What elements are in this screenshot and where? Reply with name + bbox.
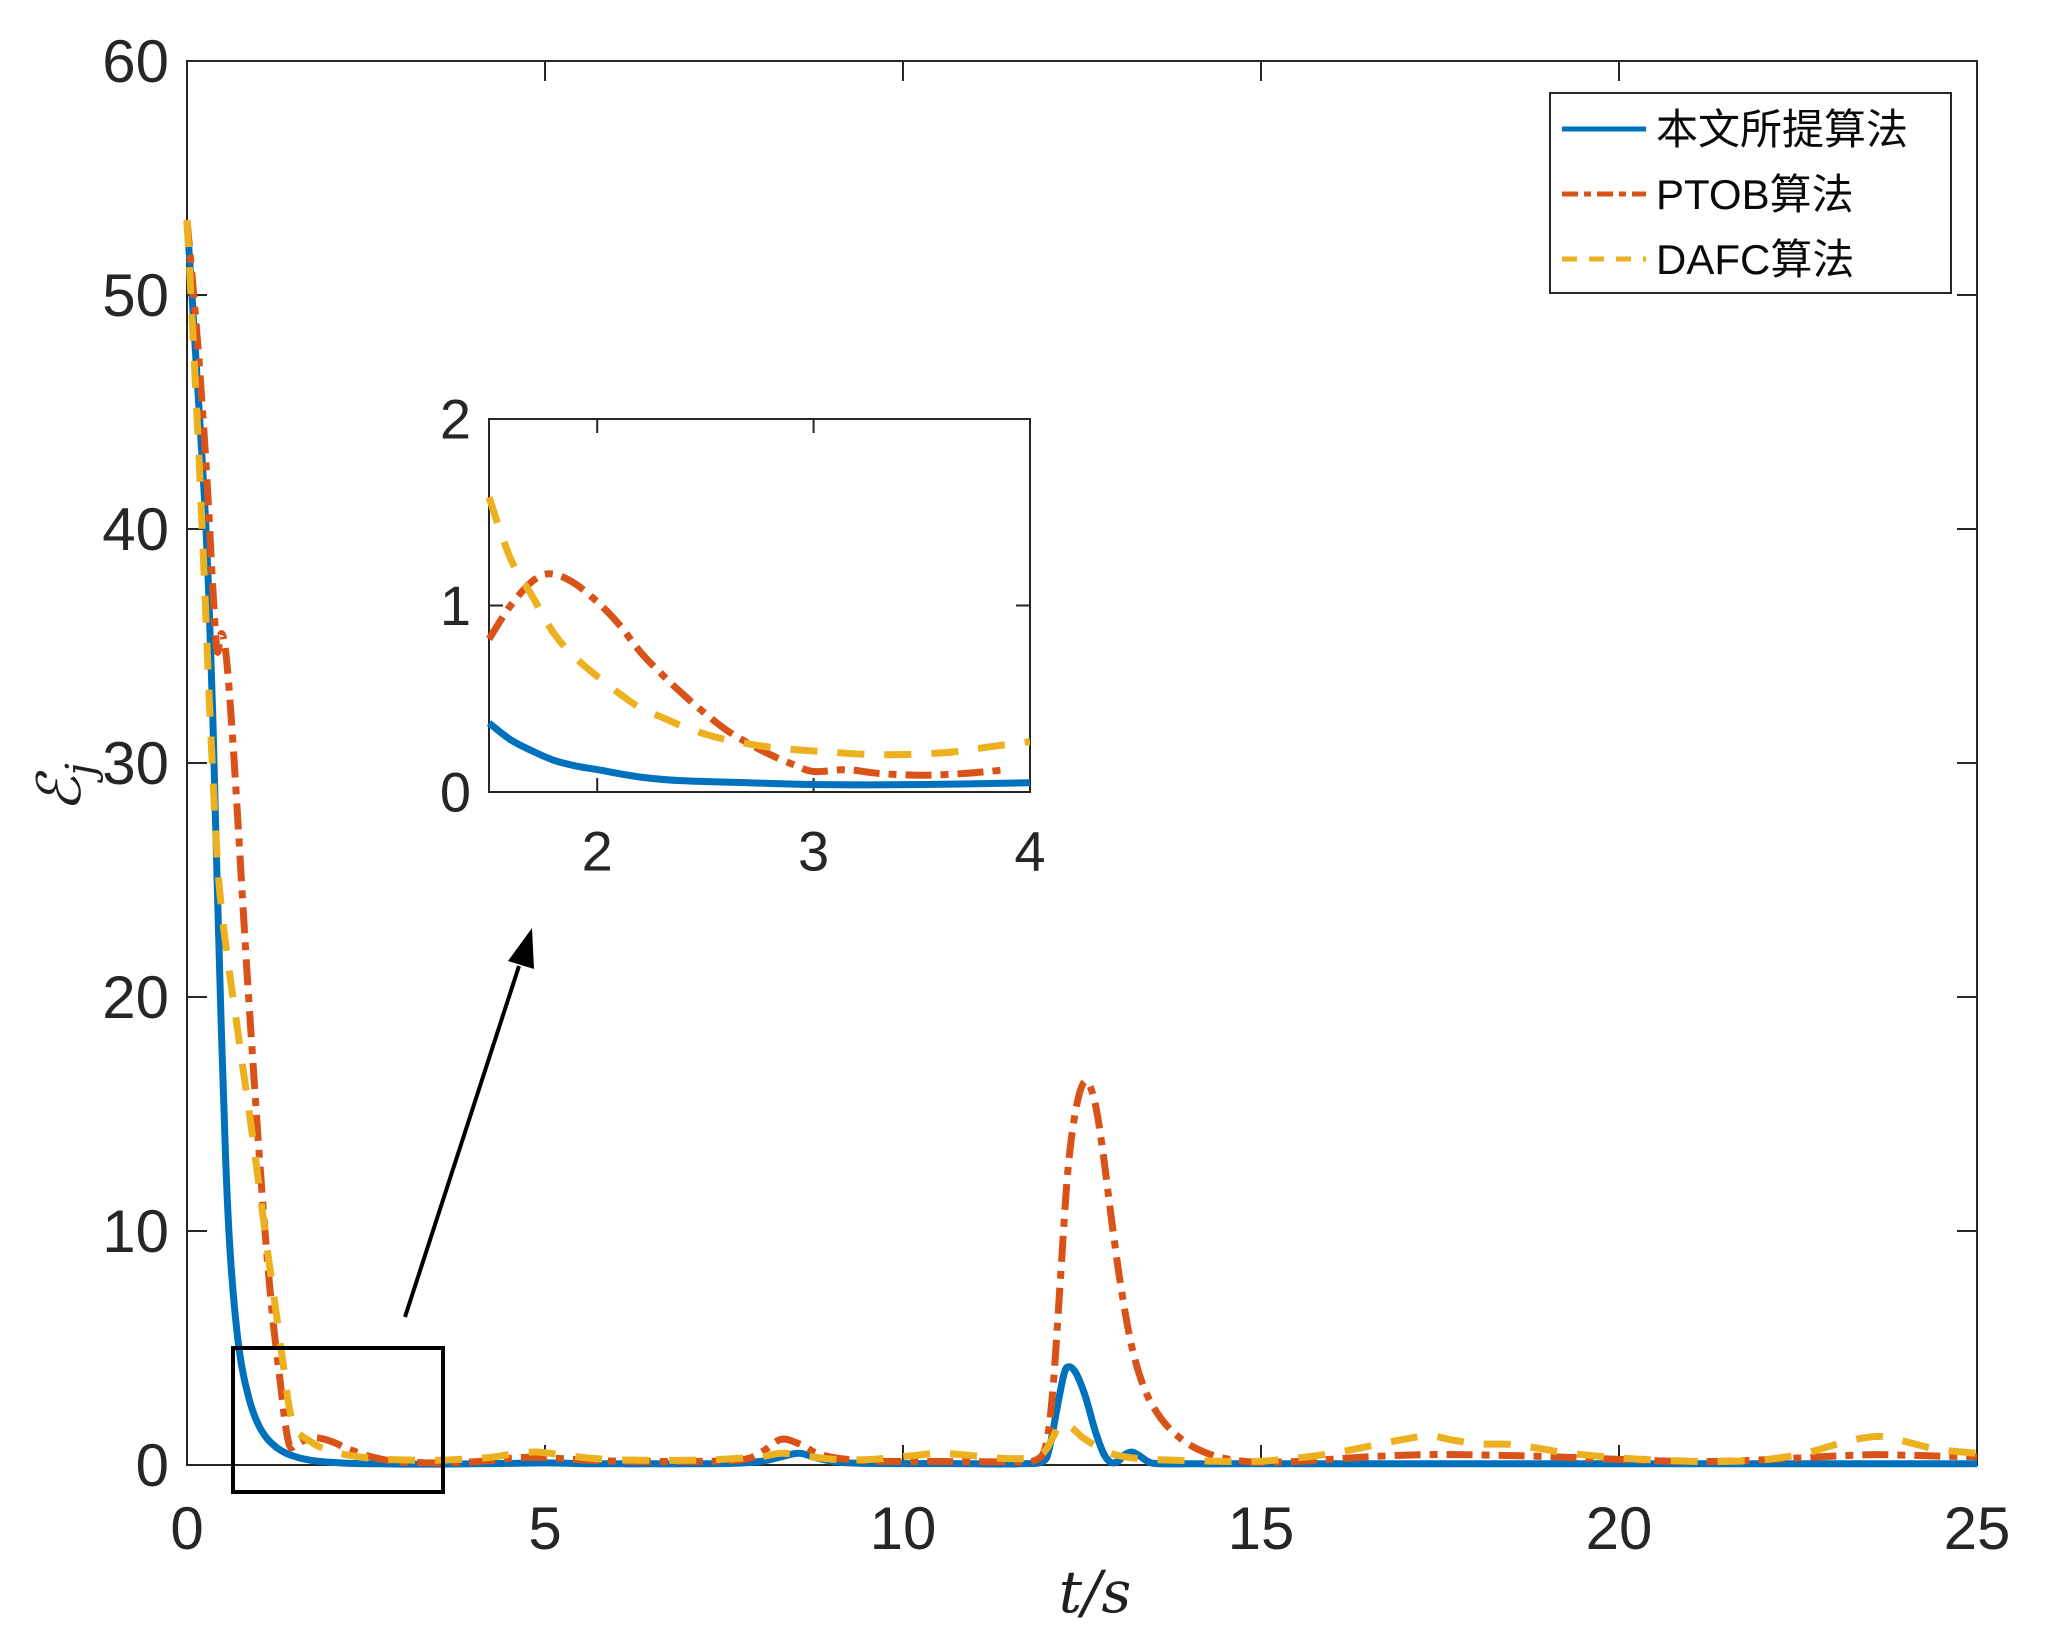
x-tick-label: 0 — [170, 1495, 203, 1562]
series-2-curve — [485, 496, 1031, 759]
x-tick-label: 5 — [528, 1495, 561, 1562]
zoom-arrow-head-icon — [508, 928, 534, 969]
y-tick-label: 10 — [102, 1198, 169, 1265]
series-1-curve — [183, 219, 1978, 1467]
series-0-curve — [183, 219, 1977, 1468]
x-tick-label: 15 — [1228, 1495, 1295, 1562]
zoom-arrow-line — [403, 965, 521, 1318]
inset-curves — [485, 496, 1031, 789]
x-tick-label: 20 — [1586, 1495, 1653, 1562]
y-tick-label: 1 — [440, 574, 471, 637]
legend-label-dafc: DAFC算法 — [1656, 236, 1854, 283]
main-curves — [183, 219, 1978, 1468]
y-axis-label: ℰj — [25, 763, 104, 812]
inset-axes-ticks: 2 3 4 0 1 2 — [440, 388, 1046, 883]
y-tick-label: 50 — [102, 262, 169, 329]
y-tick-label: 2 — [440, 388, 471, 451]
x-tick-label: 10 — [870, 1495, 937, 1562]
x-axis-label-text: t/s — [1059, 1558, 1132, 1625]
legend-item-dafc: DAFC算法 — [1562, 236, 1854, 283]
y-tick-label: 30 — [102, 730, 169, 797]
y-tick-label: 0 — [136, 1432, 169, 1499]
x-axis-label: t/s — [1059, 1558, 1132, 1625]
legend: 本文所提算法 PTOB算法 DAFC算法 — [1549, 92, 1952, 294]
inset-axes-box — [488, 418, 1031, 793]
y-tick-label: 40 — [102, 496, 169, 563]
x-tick-label: 4 — [1014, 819, 1045, 882]
series-0-curve — [486, 720, 1031, 789]
zoom-arrow — [403, 928, 534, 1318]
series-2-curve — [183, 219, 1978, 1466]
legend-item-ptob: PTOB算法 — [1562, 171, 1854, 218]
x-tick-label: 25 — [1944, 1495, 2011, 1562]
zoom-region-rectangle — [231, 1346, 445, 1494]
y-tick-label: 20 — [102, 964, 169, 1031]
x-tick-label: 2 — [582, 819, 613, 882]
x-tick-label: 3 — [798, 819, 829, 882]
legend-item-proposed: 本文所提算法 — [1562, 106, 1908, 153]
series-1-curve — [486, 570, 1009, 779]
y-tick-label: 0 — [440, 761, 471, 824]
legend-label-proposed: 本文所提算法 — [1656, 106, 1908, 153]
y-axis-label-symbol: ℰ — [25, 770, 95, 812]
legend-label-ptob: PTOB算法 — [1656, 171, 1854, 218]
y-tick-label: 60 — [102, 28, 169, 95]
